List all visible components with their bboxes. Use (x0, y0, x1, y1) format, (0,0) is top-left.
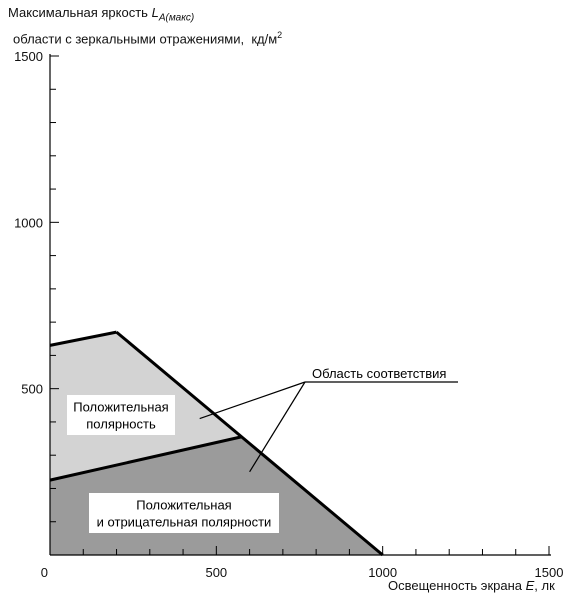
y-axis-label-line2: области с зеркальными отражениями, (13, 30, 245, 46)
x-axis-label-suffix: , лк (534, 578, 555, 593)
upper-edge-line (49, 330, 117, 347)
y-tick-label: 1000 (14, 215, 43, 230)
x-tick-label: 500 (205, 565, 227, 580)
y-tick-label: 1500 (14, 49, 43, 64)
y-axis-label-subscript: A(макс) (158, 12, 195, 24)
both-polarities-label-text: Положительная (136, 498, 231, 513)
y-tick-label: 500 (21, 382, 43, 397)
both-polarities-label-box (89, 493, 279, 533)
x-tick-label: 1500 (535, 565, 564, 580)
x-axis-label: Освещенность экрана E, лк (388, 578, 555, 593)
annotation-text: Область соответствия (312, 366, 446, 381)
annotation-leader-line (249, 381, 306, 473)
y-axis-label-symbol: L (151, 5, 159, 20)
annotation-leader-line (199, 381, 306, 420)
compliance-edge-line (115, 330, 384, 557)
positive-polarity-label-text: Положительная (73, 400, 168, 415)
both-polarities-label-text: и отрицательная полярности (97, 515, 272, 530)
positive-polarity-label-box (67, 395, 175, 435)
region-boundary-line (49, 435, 242, 482)
x-tick-label: 1000 (368, 565, 397, 580)
y-axis-label: Максимальная яркость LA(макс) области с … (8, 4, 282, 47)
x-tick-label: 0 (41, 565, 48, 580)
x-axis-label-symbol: E (525, 578, 535, 593)
y-axis-label-prefix: Максимальная яркость (8, 5, 148, 20)
positive-polarity-label-text: полярность (86, 417, 156, 432)
y-axis-unit: кд/м (251, 30, 278, 46)
x-axis-label-prefix: Освещенность экрана (388, 578, 522, 593)
y-axis-unit-power: 2 (277, 29, 283, 40)
